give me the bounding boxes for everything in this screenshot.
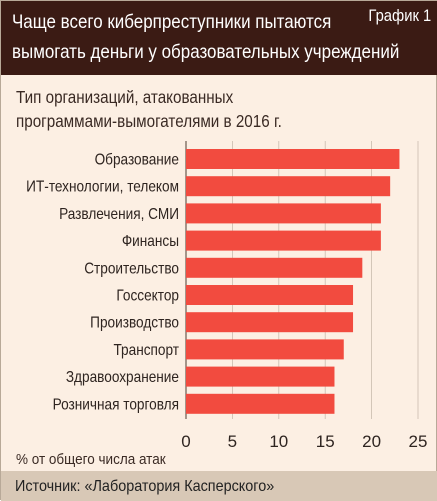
bar	[186, 285, 354, 305]
category-label: Розничная торговля	[53, 397, 179, 414]
bar	[186, 203, 381, 224]
chart-subtitle: Тип организаций, атакованных программами…	[16, 85, 282, 133]
bar-chart: Образование ИТ-технологии, телеком Развлеч…	[26, 141, 428, 451]
subtitle-line-2: программами-вымогателями в 2016 г.	[16, 111, 282, 131]
category-label: Здравоохранение	[66, 369, 179, 386]
category-label: Производство	[90, 315, 179, 332]
x-tick-label: 10	[269, 432, 288, 451]
title-line-2: вымогать деньги у образовательных учрежд…	[12, 41, 400, 63]
category-label: Образование	[95, 152, 179, 169]
source-note: Источник: «Лаборатория Касперского»	[15, 478, 275, 495]
category-label: Госсектор	[116, 288, 179, 305]
category-label: Финансы	[122, 233, 179, 250]
graph-number-label: График 1	[368, 6, 431, 25]
x-tick-label: 25	[409, 432, 428, 451]
bar	[186, 230, 381, 251]
subtitle-line-1: Тип организаций, атакованных	[16, 87, 234, 107]
x-tick-label: 15	[316, 432, 335, 451]
bar	[186, 176, 391, 197]
x-tick-label: 20	[362, 432, 381, 451]
bar	[186, 149, 400, 169]
bar	[186, 312, 354, 333]
bar	[186, 393, 335, 414]
bar	[186, 366, 335, 387]
category-label: Транспорт	[113, 342, 179, 359]
chart-title: Чаще всего киберпреступники пытаются вым…	[12, 7, 400, 67]
bar	[186, 257, 363, 278]
x-tick-label: 5	[228, 432, 237, 451]
title-line-1: Чаще всего киберпреступники пытаются	[12, 11, 332, 33]
chart-footer: Источник: «Лаборатория Касперского»	[1, 471, 437, 501]
category-label: Строительство	[84, 261, 179, 278]
category-label: Развлечения, СМИ	[59, 206, 179, 223]
category-label: ИТ-технологии, телеком	[26, 179, 179, 196]
x-axis-caption: % от общего числа атак	[16, 451, 166, 468]
bar	[186, 339, 344, 360]
x-tick-label: 0	[181, 432, 190, 451]
chart-header: Чаще всего киберпреступники пытаются вым…	[1, 1, 437, 75]
